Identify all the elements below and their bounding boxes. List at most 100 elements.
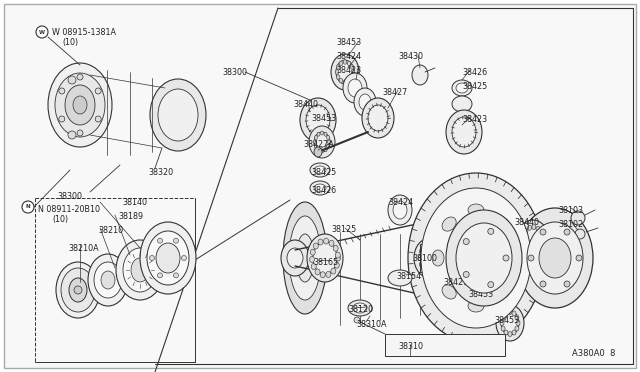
Text: 38120: 38120 <box>348 305 373 314</box>
Ellipse shape <box>428 269 432 273</box>
Text: 38210: 38210 <box>98 226 123 235</box>
Ellipse shape <box>438 282 442 288</box>
Polygon shape <box>305 175 450 340</box>
Text: 38210A: 38210A <box>68 244 99 253</box>
Ellipse shape <box>515 315 519 320</box>
Ellipse shape <box>468 295 472 301</box>
Ellipse shape <box>501 311 519 335</box>
Ellipse shape <box>439 288 443 293</box>
Text: 38427: 38427 <box>382 88 407 97</box>
Ellipse shape <box>527 222 583 294</box>
Ellipse shape <box>326 144 330 148</box>
Text: 38154: 38154 <box>396 272 421 281</box>
Text: 38453: 38453 <box>494 316 519 325</box>
Text: 38102: 38102 <box>558 220 583 229</box>
Ellipse shape <box>300 98 336 142</box>
Ellipse shape <box>347 78 351 83</box>
Ellipse shape <box>523 227 543 253</box>
Ellipse shape <box>512 311 516 316</box>
Ellipse shape <box>438 256 442 260</box>
Ellipse shape <box>496 305 524 341</box>
Ellipse shape <box>510 245 530 271</box>
Ellipse shape <box>147 231 189 285</box>
Ellipse shape <box>351 70 355 74</box>
Circle shape <box>173 238 179 243</box>
Ellipse shape <box>539 238 571 278</box>
Ellipse shape <box>314 140 317 144</box>
Circle shape <box>77 74 83 80</box>
Text: 38430: 38430 <box>398 52 423 61</box>
Circle shape <box>68 131 76 139</box>
Circle shape <box>77 130 83 136</box>
Ellipse shape <box>321 131 323 135</box>
Circle shape <box>503 255 509 261</box>
Ellipse shape <box>281 240 309 276</box>
Text: 38103: 38103 <box>558 206 583 215</box>
Text: N: N <box>26 205 30 209</box>
Text: 38165: 38165 <box>313 258 338 267</box>
Ellipse shape <box>436 249 441 254</box>
Ellipse shape <box>158 89 198 141</box>
Text: 38125: 38125 <box>331 225 356 234</box>
Text: N 08911-20B10: N 08911-20B10 <box>38 205 100 214</box>
Ellipse shape <box>472 286 476 291</box>
Circle shape <box>95 116 101 122</box>
Ellipse shape <box>343 80 347 84</box>
Ellipse shape <box>61 268 95 312</box>
Ellipse shape <box>343 60 347 64</box>
Ellipse shape <box>348 300 372 316</box>
Ellipse shape <box>339 78 343 83</box>
Ellipse shape <box>314 147 322 157</box>
Ellipse shape <box>326 135 330 140</box>
Circle shape <box>564 229 570 235</box>
Ellipse shape <box>541 235 545 240</box>
Ellipse shape <box>336 75 340 79</box>
Ellipse shape <box>504 311 508 316</box>
Ellipse shape <box>347 61 351 65</box>
Circle shape <box>354 317 360 323</box>
Ellipse shape <box>334 262 339 268</box>
Text: 38423: 38423 <box>336 66 361 75</box>
Circle shape <box>463 272 469 278</box>
Circle shape <box>150 256 154 260</box>
Ellipse shape <box>317 132 320 136</box>
Ellipse shape <box>524 228 528 233</box>
Ellipse shape <box>469 286 487 310</box>
Text: 38423: 38423 <box>462 115 487 124</box>
Ellipse shape <box>339 61 343 65</box>
Ellipse shape <box>420 245 440 271</box>
Ellipse shape <box>525 248 529 253</box>
Ellipse shape <box>310 181 330 195</box>
Ellipse shape <box>296 234 314 282</box>
Text: 38440: 38440 <box>514 218 539 227</box>
Ellipse shape <box>419 262 423 267</box>
Ellipse shape <box>313 242 337 274</box>
Text: 38421: 38421 <box>443 278 468 287</box>
Ellipse shape <box>331 54 359 90</box>
Ellipse shape <box>324 132 327 136</box>
Text: 38300: 38300 <box>222 68 247 77</box>
Ellipse shape <box>94 262 122 298</box>
Ellipse shape <box>496 217 510 231</box>
Circle shape <box>59 88 65 94</box>
Ellipse shape <box>123 248 157 292</box>
Ellipse shape <box>333 245 338 251</box>
Ellipse shape <box>368 105 388 131</box>
Ellipse shape <box>388 270 412 286</box>
Ellipse shape <box>484 295 488 301</box>
Ellipse shape <box>468 204 484 216</box>
Ellipse shape <box>150 79 206 151</box>
Ellipse shape <box>65 85 95 125</box>
Ellipse shape <box>539 230 543 235</box>
Ellipse shape <box>527 225 532 230</box>
Text: 38453: 38453 <box>468 290 493 299</box>
Circle shape <box>157 238 163 243</box>
Ellipse shape <box>541 237 545 243</box>
Circle shape <box>540 229 546 235</box>
Circle shape <box>528 255 534 261</box>
Ellipse shape <box>69 278 87 302</box>
Ellipse shape <box>501 315 505 320</box>
Bar <box>385 334 505 356</box>
Ellipse shape <box>521 238 525 244</box>
Circle shape <box>22 201 34 213</box>
